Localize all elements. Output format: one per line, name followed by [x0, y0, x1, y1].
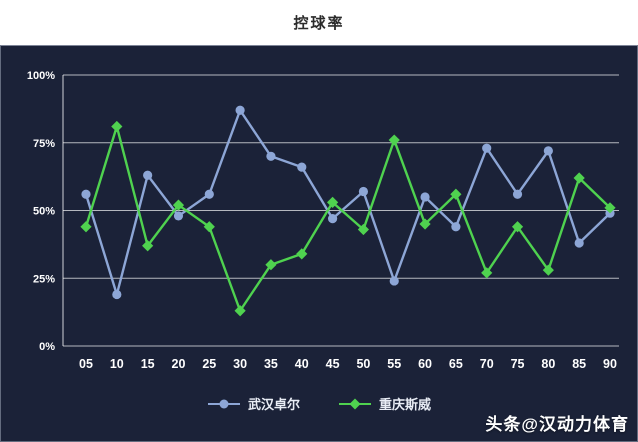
series-chongqing-point — [203, 221, 215, 233]
legend-item-wuhan[interactable]: 武汉卓尔 — [207, 394, 300, 413]
series-chongqing-point — [296, 248, 308, 260]
series-chongqing-point — [419, 218, 431, 230]
y-tick-label: 75% — [33, 138, 55, 150]
x-tick-label: 60 — [418, 357, 432, 371]
series-wuhan-point — [543, 146, 553, 156]
series-chongqing-line — [84, 125, 612, 312]
series-chongqing-point — [80, 221, 92, 233]
x-tick-label: 70 — [480, 357, 494, 371]
series-wuhan-point — [574, 238, 584, 248]
series-chongqing-point — [388, 134, 400, 146]
title-band: 控球率 — [0, 0, 638, 45]
chart-legend: 武汉卓尔 重庆斯威 — [1, 394, 637, 413]
x-tick-label: 85 — [572, 357, 586, 371]
chart-svg: 0% 25% 50% 75% 100% 05 10 15 20 25 30 35 40 45 50 55 60 6… — [27, 70, 619, 371]
x-tick-label: 15 — [141, 357, 155, 371]
x-tick-label: 80 — [541, 357, 555, 371]
series-wuhan-point — [81, 189, 91, 199]
series-wuhan-point — [112, 289, 122, 300]
x-tick-label: 55 — [387, 357, 401, 371]
series-chongqing-point — [542, 264, 554, 276]
series-wuhan-point — [389, 276, 399, 286]
series-wuhan-line — [84, 109, 612, 296]
series-wuhan-point — [297, 162, 307, 172]
x-tick-label: 45 — [326, 357, 340, 371]
series-wuhan-point — [143, 170, 153, 180]
legend-label-wuhan: 武汉卓尔 — [247, 397, 300, 412]
series-wuhan-point — [358, 186, 369, 197]
x-tick-label: 35 — [264, 357, 278, 371]
series-wuhan-point — [420, 192, 430, 202]
series-wuhan-point — [204, 189, 214, 199]
series-wuhan-point — [512, 189, 523, 199]
series-wuhan-point — [173, 211, 184, 221]
x-tick-label: 10 — [110, 357, 124, 371]
chart-title: 控球率 — [293, 15, 345, 32]
series-chongqing-point — [326, 196, 339, 208]
x-tick-label: 75 — [511, 357, 525, 371]
x-tick-label: 50 — [356, 357, 370, 371]
series-wuhan-point — [451, 222, 461, 232]
y-tick-label: 50% — [33, 206, 55, 218]
x-tick-label: 90 — [603, 357, 617, 371]
series-wuhan-point — [266, 151, 276, 161]
series-chongqing-point — [511, 221, 524, 233]
x-tick-label: 65 — [449, 357, 463, 371]
series-chongqing-point — [573, 172, 585, 184]
x-tick-label: 20 — [172, 357, 186, 371]
x-tick-label: 05 — [79, 357, 93, 371]
series-chongqing-point — [265, 259, 277, 271]
series-chongqing-point — [172, 199, 185, 211]
series-chongqing-point — [357, 223, 370, 236]
x-tick-label: 40 — [295, 357, 309, 371]
legend-marker-wuhan-icon — [207, 399, 240, 408]
x-tick-label: 30 — [233, 357, 247, 371]
chart-panel: 0% 25% 50% 75% 100% 05 10 15 20 25 30 35 40 45 50 55 60 6… — [0, 45, 638, 442]
y-tick-label: 25% — [33, 273, 55, 285]
watermark: 头条@汉动力体育 — [485, 415, 629, 434]
series-chongqing-point — [234, 305, 246, 317]
legend-label-chongqing: 重庆斯威 — [379, 397, 432, 412]
y-tick-label: 100% — [27, 70, 55, 82]
legend-marker-chongqing-icon — [339, 398, 371, 409]
series-wuhan-point — [327, 214, 338, 224]
x-tick-label: 25 — [202, 357, 216, 371]
series-chongqing-point — [450, 188, 462, 200]
series-chongqing-point — [604, 202, 616, 214]
series-wuhan-point — [482, 143, 492, 153]
y-tick-label: 0% — [39, 341, 55, 353]
series-chongqing-point — [111, 120, 123, 133]
series-wuhan-point — [235, 105, 245, 115]
legend-item-chongqing[interactable]: 重庆斯威 — [338, 394, 431, 413]
series-chongqing-point — [142, 240, 154, 252]
